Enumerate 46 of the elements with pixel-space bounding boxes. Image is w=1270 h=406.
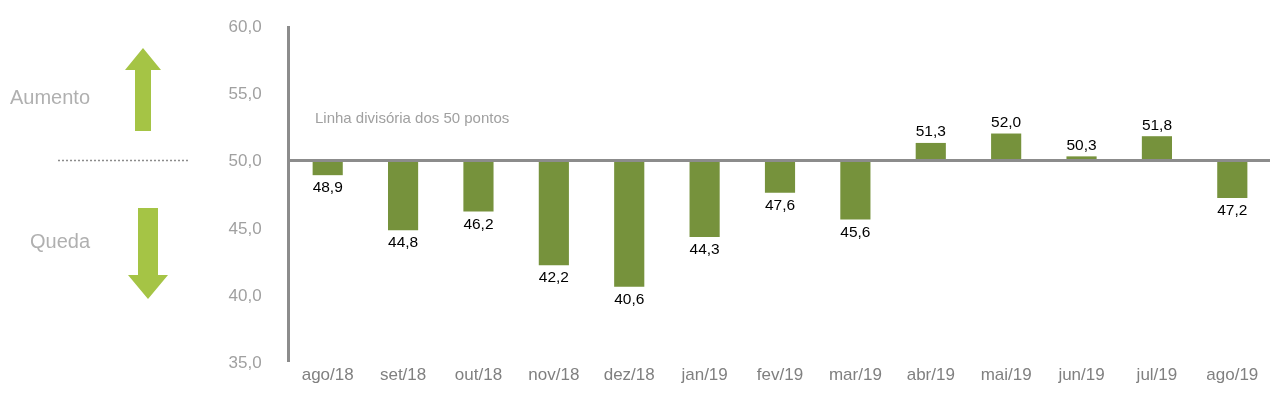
- y-tick-label: 45,0: [228, 218, 262, 238]
- bar: [915, 142, 946, 161]
- bar: [463, 160, 494, 212]
- x-tick-label: mai/19: [980, 365, 1032, 384]
- data-label: 44,3: [689, 240, 720, 258]
- x-tick-label: jun/19: [1057, 365, 1105, 384]
- x-tick-label: jul/19: [1135, 365, 1178, 384]
- x-tick-label: dez/18: [603, 365, 655, 384]
- bar: [388, 160, 419, 231]
- bar: [538, 160, 569, 266]
- x-tick-label: ago/18: [301, 365, 354, 384]
- bar: [1141, 136, 1172, 161]
- x-tick-label: nov/18: [528, 365, 580, 384]
- data-label: 42,2: [538, 268, 569, 286]
- x-tick-label: fev/19: [756, 365, 804, 384]
- x-tick-label: set/18: [379, 365, 427, 384]
- y-tick-label: 50,0: [228, 151, 262, 171]
- text: Aumento: [10, 86, 91, 109]
- bar: [764, 160, 796, 193]
- data-label: 50,3: [1066, 135, 1097, 153]
- x-tick-label: out/18: [454, 365, 503, 384]
- data-label: 46,2: [463, 214, 494, 232]
- bar: [840, 160, 871, 220]
- x-tick-label: jan/19: [680, 365, 728, 384]
- data-label: 45,6: [840, 222, 871, 240]
- x-tick-label: abr/19: [906, 365, 955, 384]
- x-tick-label: mar/19: [828, 365, 882, 384]
- data-label: 51,3: [915, 122, 946, 140]
- data-label: 44,8: [388, 233, 419, 251]
- data-label: 52,0: [991, 113, 1022, 130]
- data-label: 47,6: [764, 195, 796, 213]
- y-tick-label: 40,0: [228, 285, 262, 305]
- data-label: 51,8: [1141, 115, 1172, 133]
- x-tick-label: ago/19: [1206, 365, 1259, 384]
- data-label: 48,9: [312, 178, 343, 196]
- data-label: 40,6: [614, 289, 645, 307]
- text: Queda: [30, 230, 91, 253]
- data-label: 47,2: [1217, 201, 1248, 219]
- y-tick-label: 35,0: [228, 352, 262, 372]
- bar: [689, 160, 720, 238]
- ref-line-label: Linha divisória dos 50 pontos: [315, 109, 510, 126]
- bar: [1217, 160, 1248, 199]
- y-tick-label: 60,0: [228, 16, 262, 36]
- bar: [991, 133, 1022, 161]
- y-tick-label: 55,0: [228, 84, 262, 104]
- bar: [614, 160, 645, 287]
